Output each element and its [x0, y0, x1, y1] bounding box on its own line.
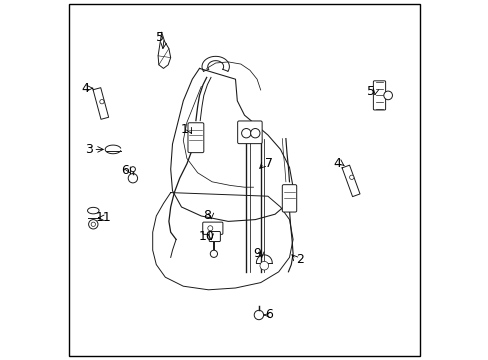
Circle shape — [241, 129, 250, 138]
Text: 9: 9 — [253, 247, 261, 260]
Text: 11: 11 — [95, 211, 111, 224]
Text: 3: 3 — [85, 143, 93, 156]
Text: 5: 5 — [366, 85, 374, 98]
FancyBboxPatch shape — [373, 81, 385, 110]
Circle shape — [207, 226, 212, 231]
FancyBboxPatch shape — [209, 231, 220, 242]
FancyBboxPatch shape — [203, 222, 223, 234]
Circle shape — [91, 222, 95, 226]
FancyBboxPatch shape — [187, 123, 203, 153]
Circle shape — [100, 99, 104, 104]
Circle shape — [250, 129, 260, 138]
Circle shape — [128, 174, 137, 183]
Text: 1: 1 — [181, 123, 189, 136]
Text: 4: 4 — [81, 82, 89, 95]
Circle shape — [383, 91, 392, 100]
Polygon shape — [93, 88, 108, 119]
Circle shape — [130, 167, 135, 172]
Circle shape — [88, 220, 98, 229]
Circle shape — [210, 250, 217, 257]
Text: 4: 4 — [333, 157, 341, 170]
Text: 10: 10 — [198, 230, 214, 243]
Circle shape — [260, 261, 268, 270]
Ellipse shape — [87, 207, 99, 214]
FancyBboxPatch shape — [237, 121, 262, 144]
Circle shape — [349, 175, 353, 180]
Text: 6: 6 — [121, 165, 129, 177]
Circle shape — [254, 310, 263, 320]
Text: 5: 5 — [156, 31, 163, 44]
Polygon shape — [342, 165, 359, 197]
Text: 6: 6 — [264, 309, 272, 321]
FancyBboxPatch shape — [282, 185, 296, 212]
Text: 2: 2 — [296, 253, 304, 266]
Text: 8: 8 — [203, 209, 210, 222]
Text: 7: 7 — [264, 157, 272, 170]
